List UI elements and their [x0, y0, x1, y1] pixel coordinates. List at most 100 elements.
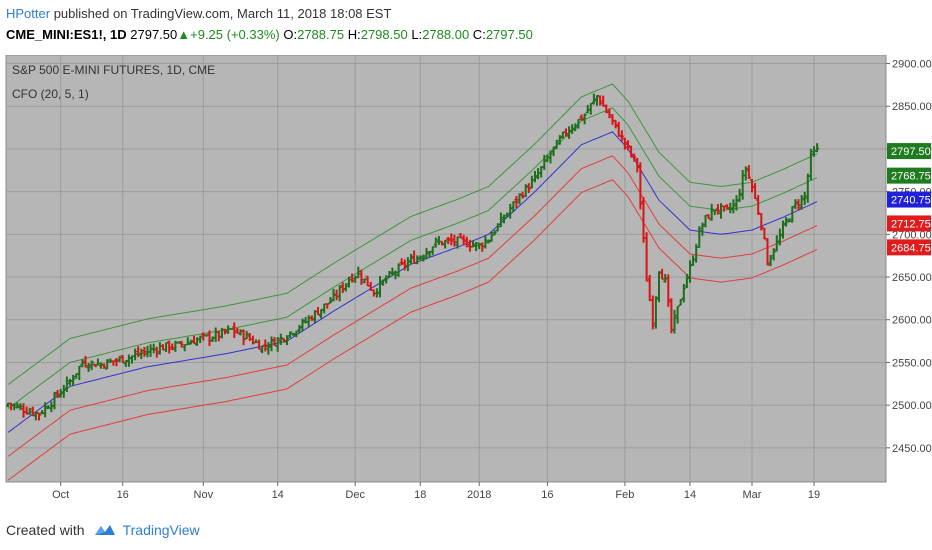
ohlc-bar [650, 295, 655, 330]
ohlc-bar [743, 166, 748, 181]
ohlc-bar [30, 406, 35, 417]
ohlc-bar [257, 339, 262, 351]
ohlc-bar [635, 157, 640, 173]
ohlc-bar [387, 270, 392, 278]
ohlc-bar [808, 148, 813, 181]
chart-container[interactable]: 2450.00 2500.00 2550.00 2600.00 2650.00 2700.… [0, 54, 932, 505]
ohlc-bar [722, 205, 727, 212]
cfo-bands [7, 83, 818, 481]
ohlc-bar [492, 230, 497, 236]
ohlc-bar [176, 341, 181, 344]
ohlc-bar [288, 331, 293, 339]
ohlc-bar [64, 376, 69, 393]
ohlc-bar [554, 139, 559, 150]
price-label-text: 2684.75 [891, 242, 931, 254]
price-label-last: 2797.50 [887, 143, 931, 160]
ohlc-bar [511, 201, 516, 213]
ohlc-bar [204, 334, 209, 337]
ohlc-bar [37, 412, 41, 421]
ohlc-bar [753, 182, 758, 200]
ohlc-bar [154, 346, 159, 358]
price-chart[interactable]: 2450.00 2500.00 2550.00 2600.00 2650.00 2700.… [0, 54, 932, 505]
ohlc-bar [415, 255, 420, 265]
ohlc-bar [802, 191, 807, 206]
ohlc-bar [27, 407, 32, 415]
ohlc-bar [285, 335, 289, 346]
ohlc-bar [799, 195, 804, 210]
ohlc-bar [657, 271, 661, 303]
ohlc-bar [80, 359, 85, 368]
created-with-text: Created with [6, 522, 85, 538]
ohlc-bar [139, 348, 144, 360]
x-tick-label: 2018 [467, 489, 491, 501]
ohlc-bar [381, 279, 386, 286]
ohlc-bar [142, 346, 147, 357]
ohlc-bar [638, 162, 643, 210]
y-tick-label: 2700.00 [892, 229, 932, 241]
ohlc-bar [731, 199, 736, 214]
upper-band-1 [7, 107, 818, 410]
ohlc-bar [483, 235, 488, 249]
price-labels: 2797.50 2768.75 2740.75 2712.75 2684.75 [887, 143, 931, 256]
ohlc-bar [384, 275, 389, 284]
ohlc-bar [471, 240, 475, 248]
ohlc-bar [461, 234, 466, 246]
ohlc-bar [595, 95, 599, 106]
ohlc-bar [396, 263, 401, 277]
ohlc-bar [269, 336, 274, 352]
ohlc-bar [52, 391, 57, 410]
middle-band [7, 131, 818, 433]
price-axis[interactable] [886, 55, 932, 482]
ohlc-bar [495, 223, 500, 232]
price-label-upper1: 2768.75 [887, 167, 931, 184]
ohlc-bar [728, 202, 733, 214]
x-tick-label: Mar [743, 489, 762, 501]
indicator-label: CFO (20, 5, 1) [12, 87, 89, 101]
ohlc-bar [421, 254, 426, 262]
ohlc-bar [61, 384, 66, 398]
ohlc-bar [700, 222, 705, 236]
ohlc-bar [229, 328, 234, 330]
ohlc-bar [443, 239, 448, 249]
ohlc-bar [533, 171, 537, 183]
ohlc-bar [557, 135, 562, 145]
ohlc-bar [235, 327, 240, 334]
ohlc-bar [102, 363, 107, 369]
ohlc-bar [626, 140, 630, 151]
ohlc-bar [402, 259, 407, 271]
ohlc-bar [294, 330, 299, 338]
ohlc-bar [672, 309, 677, 334]
price-label-bg [887, 215, 931, 232]
ohlc-bar [790, 206, 795, 223]
low-label: L: [407, 27, 423, 42]
ohlc-bar [446, 236, 451, 245]
x-tick-label: 16 [117, 489, 129, 501]
ohlc-bar [105, 359, 110, 370]
close-value: 2797.50 [485, 27, 533, 42]
ohlc-bar [424, 247, 429, 260]
footer: Created with TradingView [0, 506, 932, 550]
author-link[interactable]: HPotter [6, 6, 51, 21]
x-tick-label: 19 [808, 489, 820, 501]
ohlc-bar [316, 307, 320, 316]
ohlc-bar [762, 227, 767, 240]
ohlc-bar [523, 184, 528, 198]
price-label-middle: 2740.75 [887, 191, 931, 208]
ohlc-bar [223, 328, 227, 335]
tradingview-brand[interactable]: TradingView [122, 522, 200, 538]
ohlc-bar [678, 298, 683, 306]
ohlc-bar [660, 268, 665, 280]
ohlc-bar [198, 335, 203, 344]
ohlc-bar [737, 188, 742, 203]
low-value: 2788.00 [422, 27, 470, 42]
ohlc-bar [607, 108, 612, 119]
plot-area [5, 54, 887, 483]
ohlc-bar [706, 214, 711, 220]
ohlc-bar [281, 338, 286, 343]
ohlc-bar [502, 214, 506, 224]
ohlc-bar [278, 333, 283, 345]
ohlc-bar [232, 322, 237, 338]
ohlc-bar [551, 146, 556, 157]
price-label-text: 2768.75 [891, 171, 931, 183]
y-tick-label: 2550.00 [892, 357, 932, 369]
